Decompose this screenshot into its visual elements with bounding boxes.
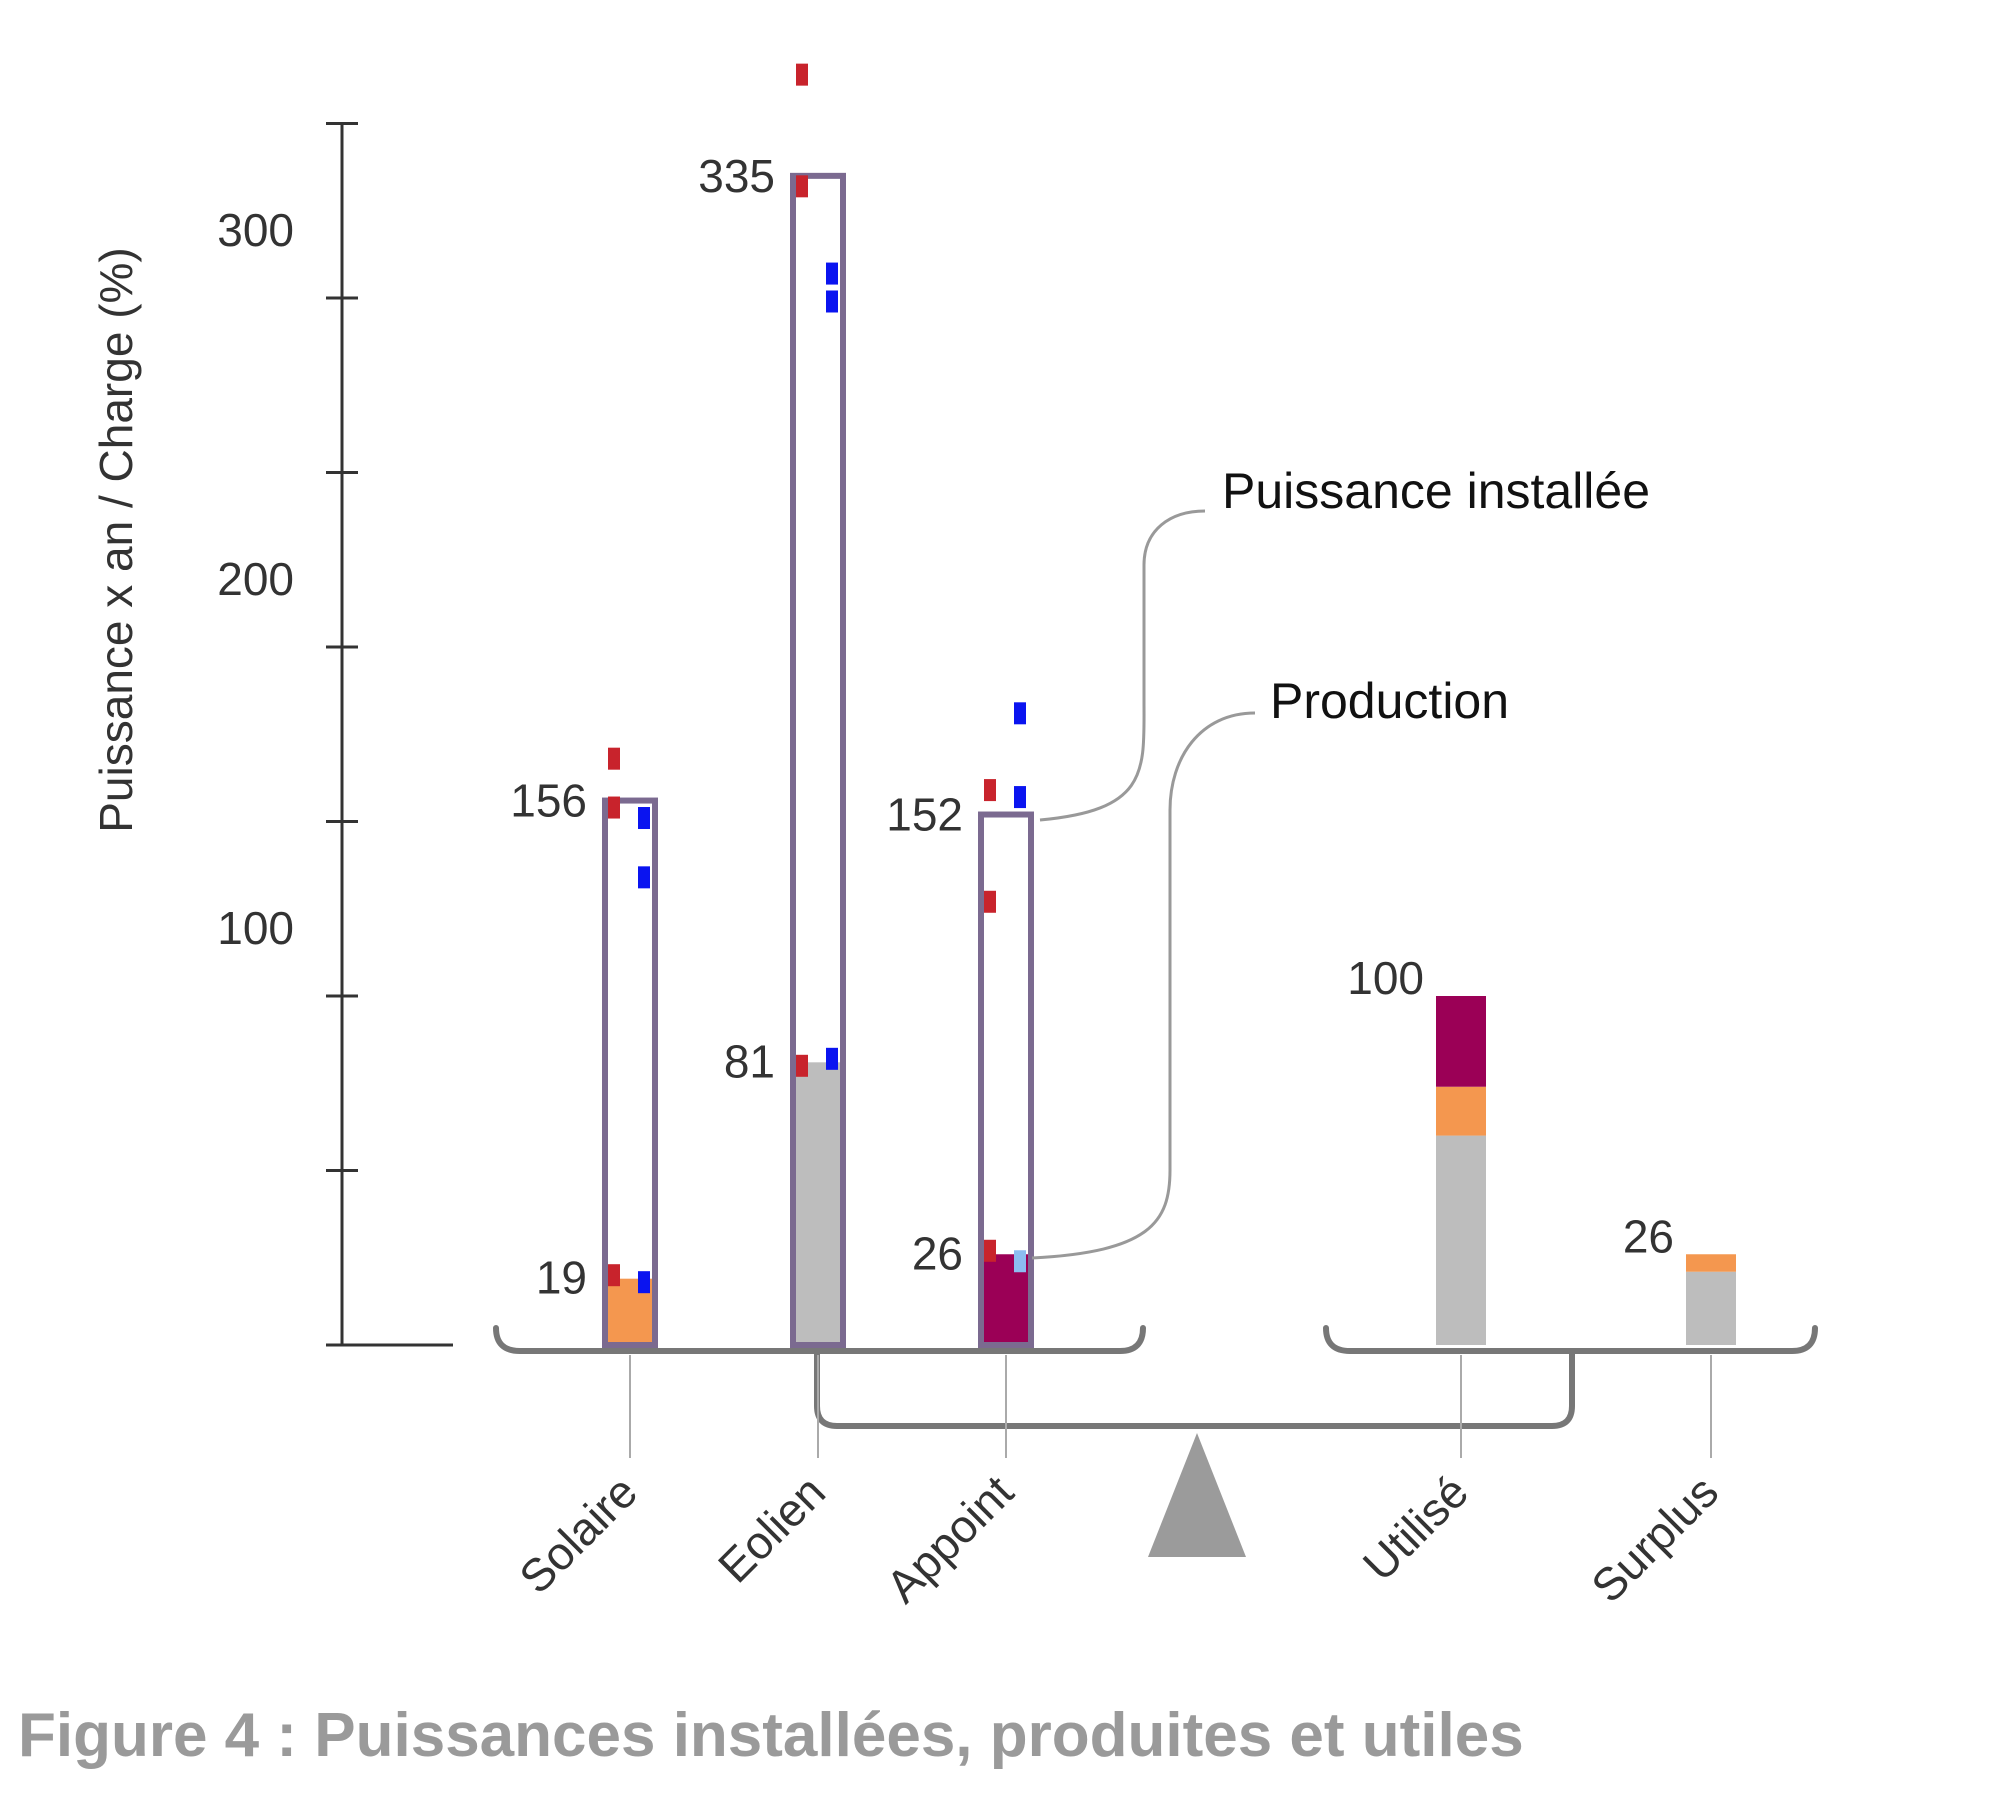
marker-blue	[826, 290, 838, 313]
category-labels: Solaire Eolien Appoint Utilisé Surplus	[509, 1355, 1728, 1612]
value-label: 100	[1347, 952, 1424, 1004]
legend-installed: Puissance installée	[1222, 463, 1650, 519]
value-label: 152	[886, 789, 963, 841]
legend-leader-production	[1031, 711, 1256, 1260]
marker-blue	[638, 1271, 650, 1294]
value-label: 156	[510, 775, 587, 827]
installed-bar-outline	[978, 811, 1034, 1348]
figure-caption: Figure 4 : Puissances installées, produi…	[18, 1701, 1524, 1770]
bar-segment-solaire	[1436, 1086, 1486, 1136]
balance-beam	[814, 1351, 1575, 1429]
bar-segment-eolien	[1686, 1271, 1736, 1345]
legend-leader-installed	[1039, 509, 1206, 822]
value-label: 26	[912, 1227, 963, 1279]
balance-fulcrum	[1148, 1433, 1246, 1557]
y-tick-label: 300	[217, 204, 294, 256]
balance-scale	[493, 1325, 1818, 1557]
marker-red	[796, 63, 808, 86]
marker-red	[608, 747, 620, 770]
marker-red	[984, 890, 996, 913]
value-label: 335	[698, 150, 775, 202]
installed-bar-outline	[790, 172, 846, 1349]
legend: Puissance installée Production	[1031, 463, 1650, 1260]
markers	[608, 63, 1026, 1294]
bar-segment-eolien	[793, 1062, 843, 1345]
y-axis: 100 200 300	[217, 122, 453, 1347]
marker-blue	[638, 866, 650, 889]
category-label: Appoint	[876, 1465, 1023, 1612]
marker-red	[608, 796, 620, 819]
marker-red	[796, 1054, 808, 1077]
marker-blue	[1014, 786, 1026, 809]
y-axis-title: Puissance x an / Charge (%)	[90, 247, 142, 833]
marker-red	[796, 175, 808, 198]
bar-segment-eolien	[1436, 1135, 1486, 1345]
category-label: Utilisé	[1353, 1465, 1478, 1590]
value-label: 19	[536, 1252, 587, 1304]
value-labels: 156 335 152 19 81 26 100 26	[510, 150, 1674, 1304]
bar-segment-appoint	[1436, 996, 1486, 1087]
marker-blue	[826, 262, 838, 285]
value-label: 26	[1623, 1210, 1674, 1262]
marker-red	[984, 779, 996, 802]
marker-blue	[1014, 702, 1026, 725]
marker-lightblue	[1014, 1250, 1026, 1273]
legend-production: Production	[1270, 673, 1509, 729]
bracket-right	[1323, 1325, 1818, 1354]
marker-red	[608, 1264, 620, 1287]
category-label: Eolien	[708, 1465, 835, 1592]
bars	[602, 172, 1736, 1349]
bar-segment-solaire	[1686, 1254, 1736, 1272]
installed-bar-outline	[602, 797, 658, 1348]
marker-red	[984, 1239, 996, 1262]
marker-blue	[826, 1047, 838, 1070]
marker-blue	[638, 807, 650, 830]
category-label: Solaire	[509, 1465, 647, 1603]
y-tick-label: 100	[217, 902, 294, 954]
category-label: Surplus	[1581, 1465, 1728, 1612]
value-label: 81	[724, 1035, 775, 1087]
y-tick-label: 200	[217, 553, 294, 605]
